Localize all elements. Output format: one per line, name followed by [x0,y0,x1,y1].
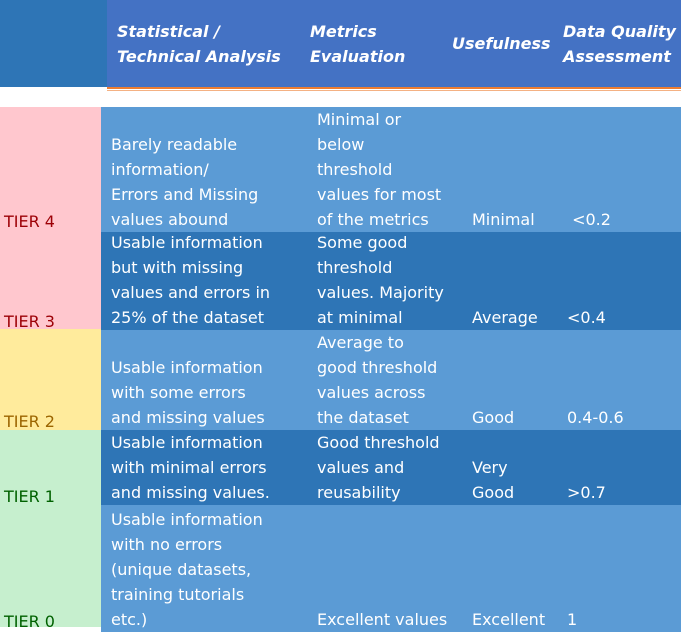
usefulness-cell: Good [472,408,515,427]
metrics-cell: Some good threshold values. Majority at … [317,233,444,327]
tier-band-green [0,430,101,627]
tier-label: TIER 0 [4,612,55,631]
quality-cell: <0.2 [567,210,611,229]
quality-cell: 1 [567,610,578,629]
header-underline [107,87,681,89]
header-statistical-analysis: Statistical / Technical Analysis [117,21,281,66]
usefulness-cell: Excellent [472,610,546,629]
table-row: Barely readable information/ Errors and … [101,107,681,232]
metrics-cell: Minimal or below threshold values for mo… [317,110,442,229]
tier-label: TIER 4 [4,212,55,231]
quality-cell: <0.4 [567,308,606,327]
table-row: Usable information with minimal errors a… [101,430,681,505]
tier-label-cell: TIER 2 [0,332,101,432]
usefulness-cell: Very Good [472,458,515,502]
table-row: Usable information with no errors (uniqu… [101,505,681,632]
tier-label: TIER 1 [4,487,55,506]
tier-label-cell: TIER 4 [0,107,101,232]
table-header: Statistical / Technical Analysis Metrics… [107,0,681,87]
tier-label: TIER 3 [4,312,55,331]
header-underline-secondary [107,90,681,91]
usefulness-cell: Average [472,308,538,327]
header-metrics-evaluation: Metrics Evaluation [310,21,406,66]
analysis-cell: Barely readable information/ Errors and … [111,135,259,229]
metrics-cell: Excellent values [317,610,448,629]
tier-label-cell: TIER 3 [0,232,101,332]
table-row: Usable information with some errors and … [101,330,681,430]
table-row: Usable information but with missing valu… [101,232,681,330]
metrics-cell: Good threshold values and reusability [317,433,440,502]
tier-band-yellow [0,329,101,430]
analysis-cell: Usable information but with missing valu… [111,233,271,327]
tier-label: TIER 2 [4,412,55,431]
usefulness-cell: Minimal [472,210,535,229]
analysis-cell: Usable information with some errors and … [111,358,265,427]
tier-label-cell: TIER 1 [0,432,101,507]
analysis-cell: Usable information with minimal errors a… [111,433,270,502]
header-usefulness: Usefulness [452,34,551,53]
tier-label-cell: TIER 0 [0,507,101,632]
tier-band-red [0,107,101,329]
metrics-cell: Average to good threshold values across … [317,333,438,427]
quality-cell: 0.4-0.6 [567,408,624,427]
analysis-cell: Usable information with no errors (uniqu… [111,510,263,629]
header-corner [0,0,107,87]
quality-cell: >0.7 [567,483,606,502]
header-data-quality: Data Quality Assessment [563,21,676,66]
